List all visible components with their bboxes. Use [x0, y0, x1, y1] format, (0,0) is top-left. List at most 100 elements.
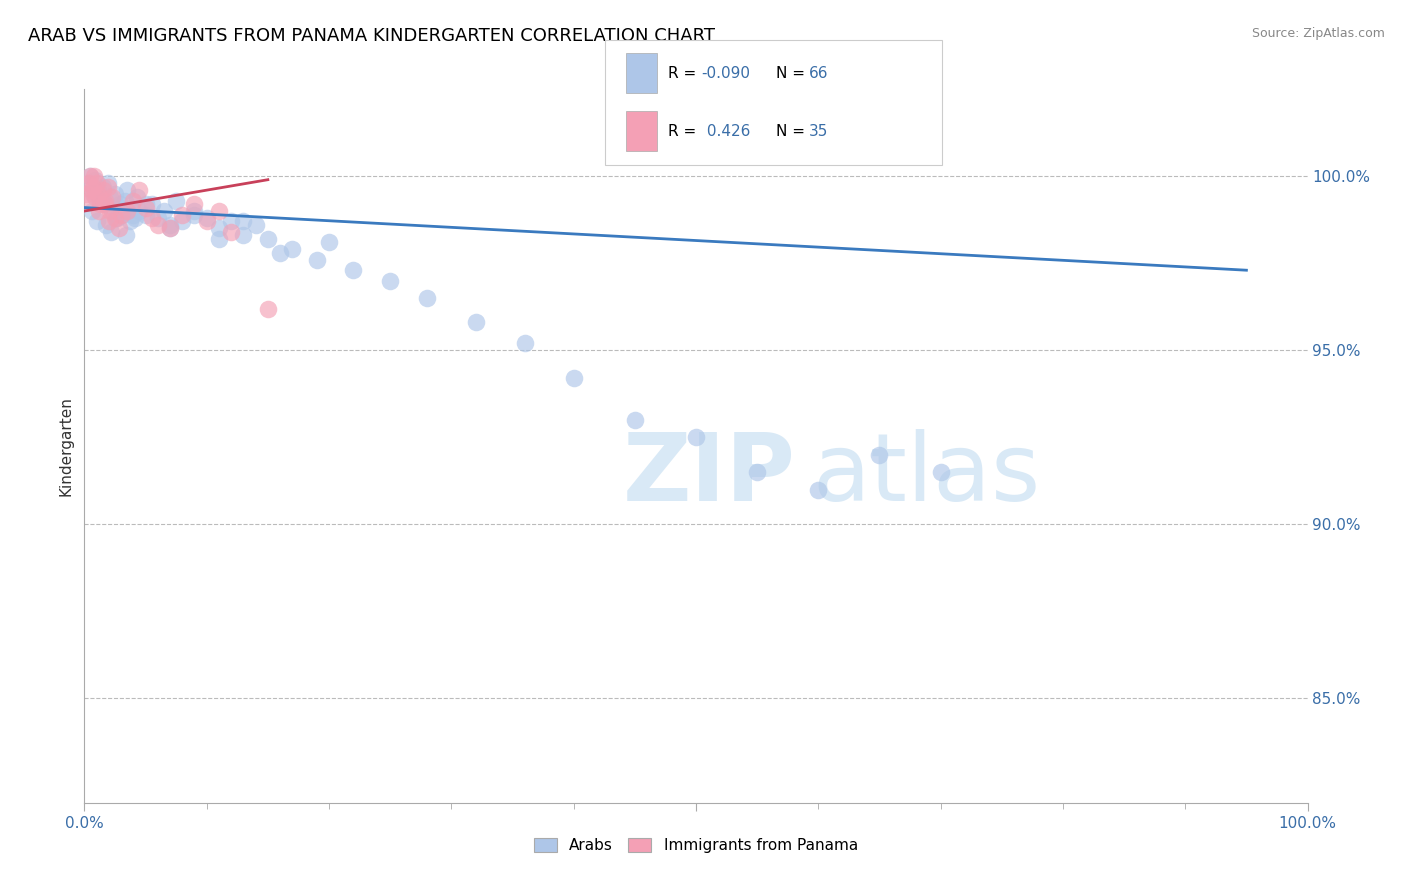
Point: [115, 204, 138, 219]
Point: [219, 225, 242, 239]
Point: [115, 228, 138, 243]
Point: [87, 204, 110, 219]
Point: [128, 204, 150, 219]
Point: [208, 221, 231, 235]
Point: [94, 197, 117, 211]
Text: Source: ZipAtlas.com: Source: ZipAtlas.com: [1251, 27, 1385, 40]
Point: [416, 291, 439, 305]
Point: [115, 183, 138, 197]
Point: [90, 190, 112, 204]
Point: [104, 186, 127, 201]
Point: [83, 169, 105, 184]
Point: [219, 214, 242, 228]
Point: [118, 214, 141, 228]
Point: [208, 204, 231, 219]
Text: atlas: atlas: [813, 428, 1040, 521]
Point: [747, 465, 769, 479]
Point: [76, 186, 98, 201]
Point: [245, 218, 267, 232]
Point: [195, 211, 218, 225]
Point: [183, 207, 205, 221]
Point: [342, 263, 364, 277]
Point: [121, 201, 143, 215]
Point: [562, 371, 585, 385]
Point: [94, 194, 117, 208]
Point: [97, 214, 120, 228]
Point: [101, 190, 124, 204]
Point: [183, 204, 205, 219]
Text: ARAB VS IMMIGRANTS FROM PANAMA KINDERGARTEN CORRELATION CHART: ARAB VS IMMIGRANTS FROM PANAMA KINDERGAR…: [28, 27, 716, 45]
Point: [77, 194, 100, 208]
Point: [141, 197, 163, 211]
Point: [110, 207, 132, 221]
Point: [80, 183, 103, 197]
Text: N =: N =: [776, 66, 810, 81]
Point: [98, 190, 121, 204]
Point: [100, 225, 122, 239]
Point: [257, 301, 280, 316]
Point: [257, 232, 280, 246]
Point: [269, 245, 291, 260]
Text: 35: 35: [808, 124, 828, 139]
Point: [93, 197, 115, 211]
Point: [807, 483, 830, 497]
Point: [125, 190, 148, 204]
Point: [380, 274, 402, 288]
Point: [87, 186, 110, 201]
Point: [84, 190, 107, 204]
Point: [135, 201, 157, 215]
Point: [232, 228, 254, 243]
Text: -0.090: -0.090: [702, 66, 751, 81]
Point: [104, 211, 127, 225]
Point: [80, 204, 103, 219]
Point: [172, 207, 194, 221]
Point: [91, 183, 114, 197]
Point: [97, 179, 120, 194]
Point: [624, 413, 647, 427]
Point: [105, 211, 128, 225]
Point: [110, 201, 132, 215]
Text: ZIP: ZIP: [623, 428, 796, 521]
Legend: Arabs, Immigrants from Panama: Arabs, Immigrants from Panama: [529, 832, 863, 859]
Point: [305, 252, 328, 267]
Point: [77, 176, 100, 190]
Point: [89, 197, 111, 211]
Point: [159, 221, 181, 235]
Point: [122, 207, 145, 221]
Point: [111, 207, 134, 221]
Point: [232, 214, 254, 228]
Point: [208, 232, 231, 246]
Point: [89, 194, 111, 208]
Text: N =: N =: [776, 124, 810, 139]
Point: [86, 176, 108, 190]
Point: [869, 448, 891, 462]
Text: 0.426: 0.426: [702, 124, 749, 139]
Point: [77, 176, 100, 190]
Text: R =: R =: [668, 66, 702, 81]
Point: [79, 169, 101, 184]
Y-axis label: Kindergarten: Kindergarten: [58, 396, 73, 496]
Point: [146, 211, 169, 225]
Point: [122, 194, 145, 208]
Point: [96, 218, 118, 232]
Point: [91, 179, 114, 194]
Point: [146, 218, 169, 232]
Point: [108, 197, 131, 211]
Point: [98, 204, 121, 219]
Point: [128, 183, 150, 197]
Point: [135, 207, 157, 221]
Point: [172, 214, 194, 228]
Point: [513, 336, 536, 351]
Point: [82, 179, 104, 194]
Point: [195, 214, 218, 228]
Point: [105, 211, 128, 225]
Point: [318, 235, 340, 250]
Point: [929, 465, 952, 479]
Point: [464, 315, 486, 329]
Point: [685, 430, 707, 444]
Point: [159, 221, 181, 235]
Text: R =: R =: [668, 124, 702, 139]
Point: [124, 211, 146, 225]
Point: [135, 197, 157, 211]
Point: [97, 176, 120, 190]
